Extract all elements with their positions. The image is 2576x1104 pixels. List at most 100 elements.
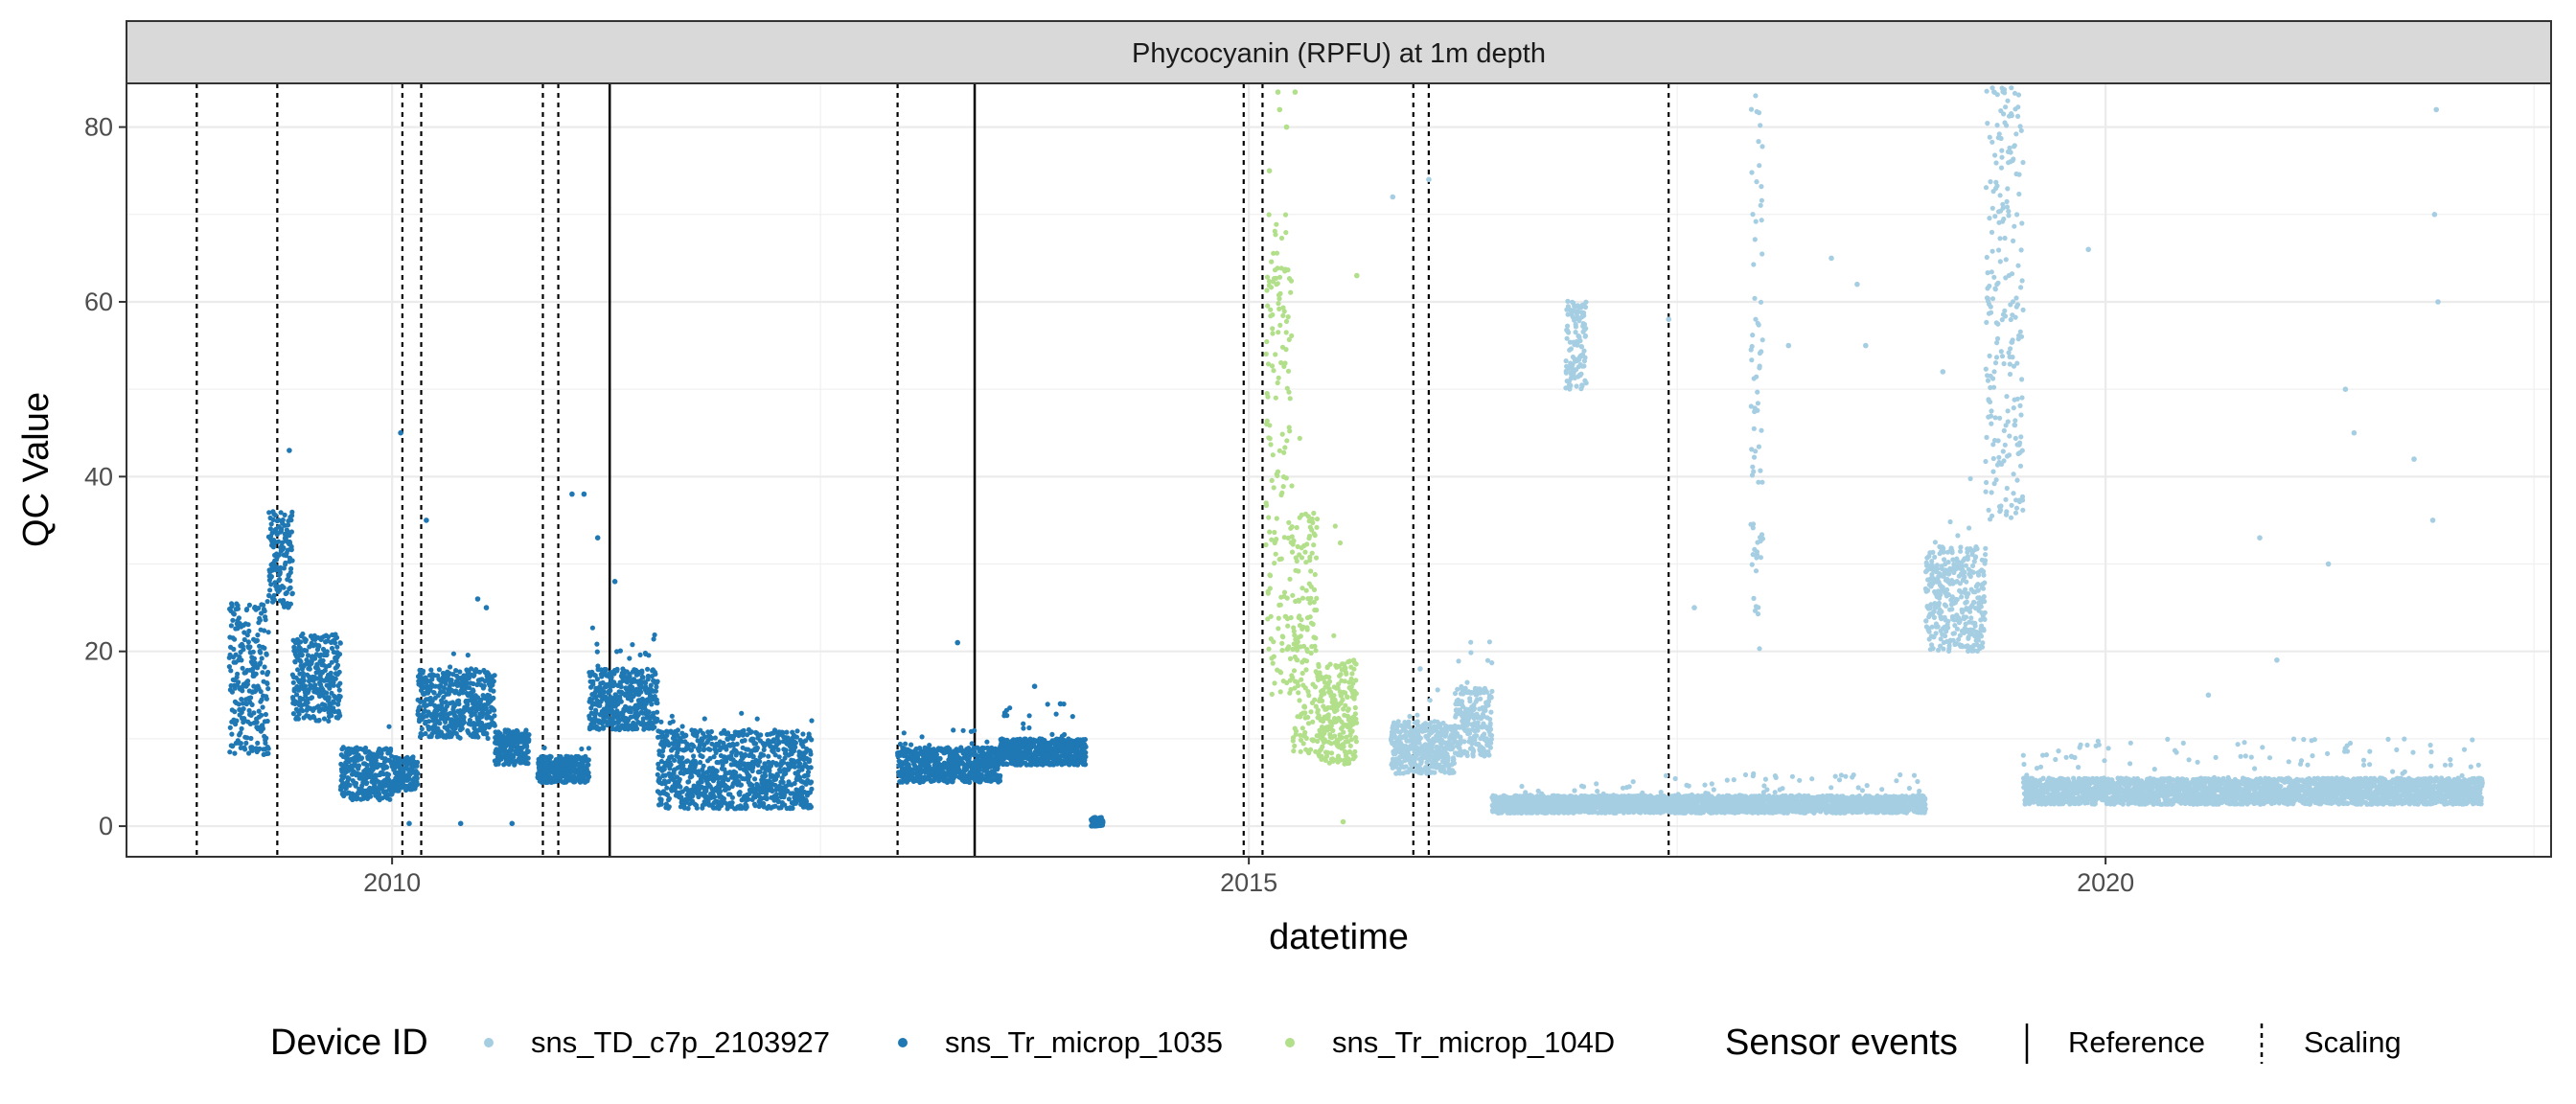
data-point	[1758, 123, 1763, 128]
data-point	[1984, 479, 1990, 486]
data-point	[1930, 646, 1936, 652]
data-point	[1749, 357, 1755, 363]
data-point	[1932, 540, 1938, 545]
data-point	[1923, 618, 1929, 624]
data-point	[2063, 754, 2069, 760]
data-point	[1573, 324, 1578, 330]
data-point	[1757, 163, 1762, 169]
data-point	[1414, 712, 1420, 718]
data-point	[1435, 687, 1440, 693]
data-point	[1984, 88, 1990, 94]
data-point	[1973, 554, 1979, 560]
data-point	[2017, 402, 2023, 408]
data-point	[2006, 452, 2012, 458]
data-point	[2001, 216, 2007, 222]
data-point	[1751, 770, 1757, 777]
data-point	[1474, 733, 1480, 739]
data-point	[2084, 742, 2090, 748]
data-point	[1957, 618, 1963, 624]
data-point	[1995, 335, 2001, 341]
data-point	[1468, 650, 1474, 656]
data-point	[2012, 435, 2018, 441]
data-point	[2009, 271, 2015, 277]
data-point	[1420, 752, 1426, 758]
data-point	[1983, 185, 1990, 191]
data-point	[1843, 773, 1849, 779]
data-point	[1582, 304, 1589, 310]
data-point	[1994, 92, 2000, 98]
data-point	[1519, 783, 1525, 790]
grid-layer	[126, 83, 2551, 857]
data-point	[1929, 624, 1935, 630]
data-point	[1464, 752, 1470, 759]
data-point	[1402, 728, 1409, 734]
data-point	[1488, 709, 1494, 715]
data-point	[1941, 646, 1946, 652]
data-point	[1461, 739, 1467, 745]
data-point	[1945, 618, 1951, 624]
data-point	[2004, 509, 2010, 515]
data-point	[1672, 775, 1678, 782]
data-point	[1470, 753, 1476, 759]
data-point	[1580, 784, 1587, 790]
data-point	[1809, 776, 1815, 782]
data-point	[2002, 90, 2008, 96]
data-point	[2016, 172, 2022, 177]
data-point	[1577, 338, 1583, 344]
data-point	[2105, 746, 2111, 751]
data-point	[2072, 754, 2078, 761]
data-point	[1990, 296, 1996, 302]
data-point	[1993, 160, 1999, 166]
data-point	[1758, 555, 1763, 561]
data-point	[1468, 639, 1474, 645]
data-point	[2014, 302, 2021, 308]
data-point	[2018, 434, 2024, 440]
data-point	[1572, 788, 1577, 794]
data-point	[1983, 545, 1989, 551]
data-point	[1757, 646, 1762, 652]
data-point	[2012, 223, 2017, 229]
data-point	[1581, 363, 1587, 369]
data-point	[1964, 614, 1969, 620]
data-point	[1486, 752, 1492, 758]
data-point	[1468, 690, 1475, 696]
data-point	[2001, 360, 2007, 367]
data-point	[1982, 599, 1988, 605]
data-point	[1438, 743, 1444, 749]
data-point	[1990, 455, 1996, 462]
data-point	[2012, 418, 2018, 424]
data-point	[2013, 505, 2020, 511]
data-point	[1414, 723, 1421, 728]
data-point	[1452, 691, 1459, 697]
data-point	[2128, 740, 2133, 746]
data-point	[1983, 366, 1989, 372]
data-point	[1759, 218, 1764, 223]
data-point	[2016, 191, 2022, 197]
data-point	[1988, 413, 1994, 419]
data-point	[1731, 777, 1736, 783]
data-point	[2096, 742, 2102, 748]
data-point	[1879, 787, 1885, 793]
data-point	[1992, 152, 1998, 158]
data-point	[1987, 283, 1992, 289]
data-point	[2018, 247, 2024, 253]
data-point	[1565, 298, 1571, 304]
data-point	[1990, 205, 1995, 211]
data-point	[2002, 313, 2009, 319]
data-point	[1851, 772, 1856, 778]
data-point	[1750, 521, 1757, 527]
data-point	[2000, 205, 2006, 211]
data-point	[1595, 789, 1600, 794]
data-point	[1931, 614, 1937, 621]
data-point	[1754, 179, 1760, 185]
data-point	[1406, 719, 1412, 724]
data-point	[1922, 806, 1928, 812]
data-point	[1943, 633, 1948, 639]
data-point	[1966, 525, 1972, 531]
data-point	[1955, 533, 1961, 539]
data-point	[1836, 777, 1843, 783]
data-point	[1751, 262, 1757, 267]
data-point	[1756, 139, 1761, 145]
data-point	[2012, 510, 2019, 516]
data-point	[2009, 113, 2014, 119]
